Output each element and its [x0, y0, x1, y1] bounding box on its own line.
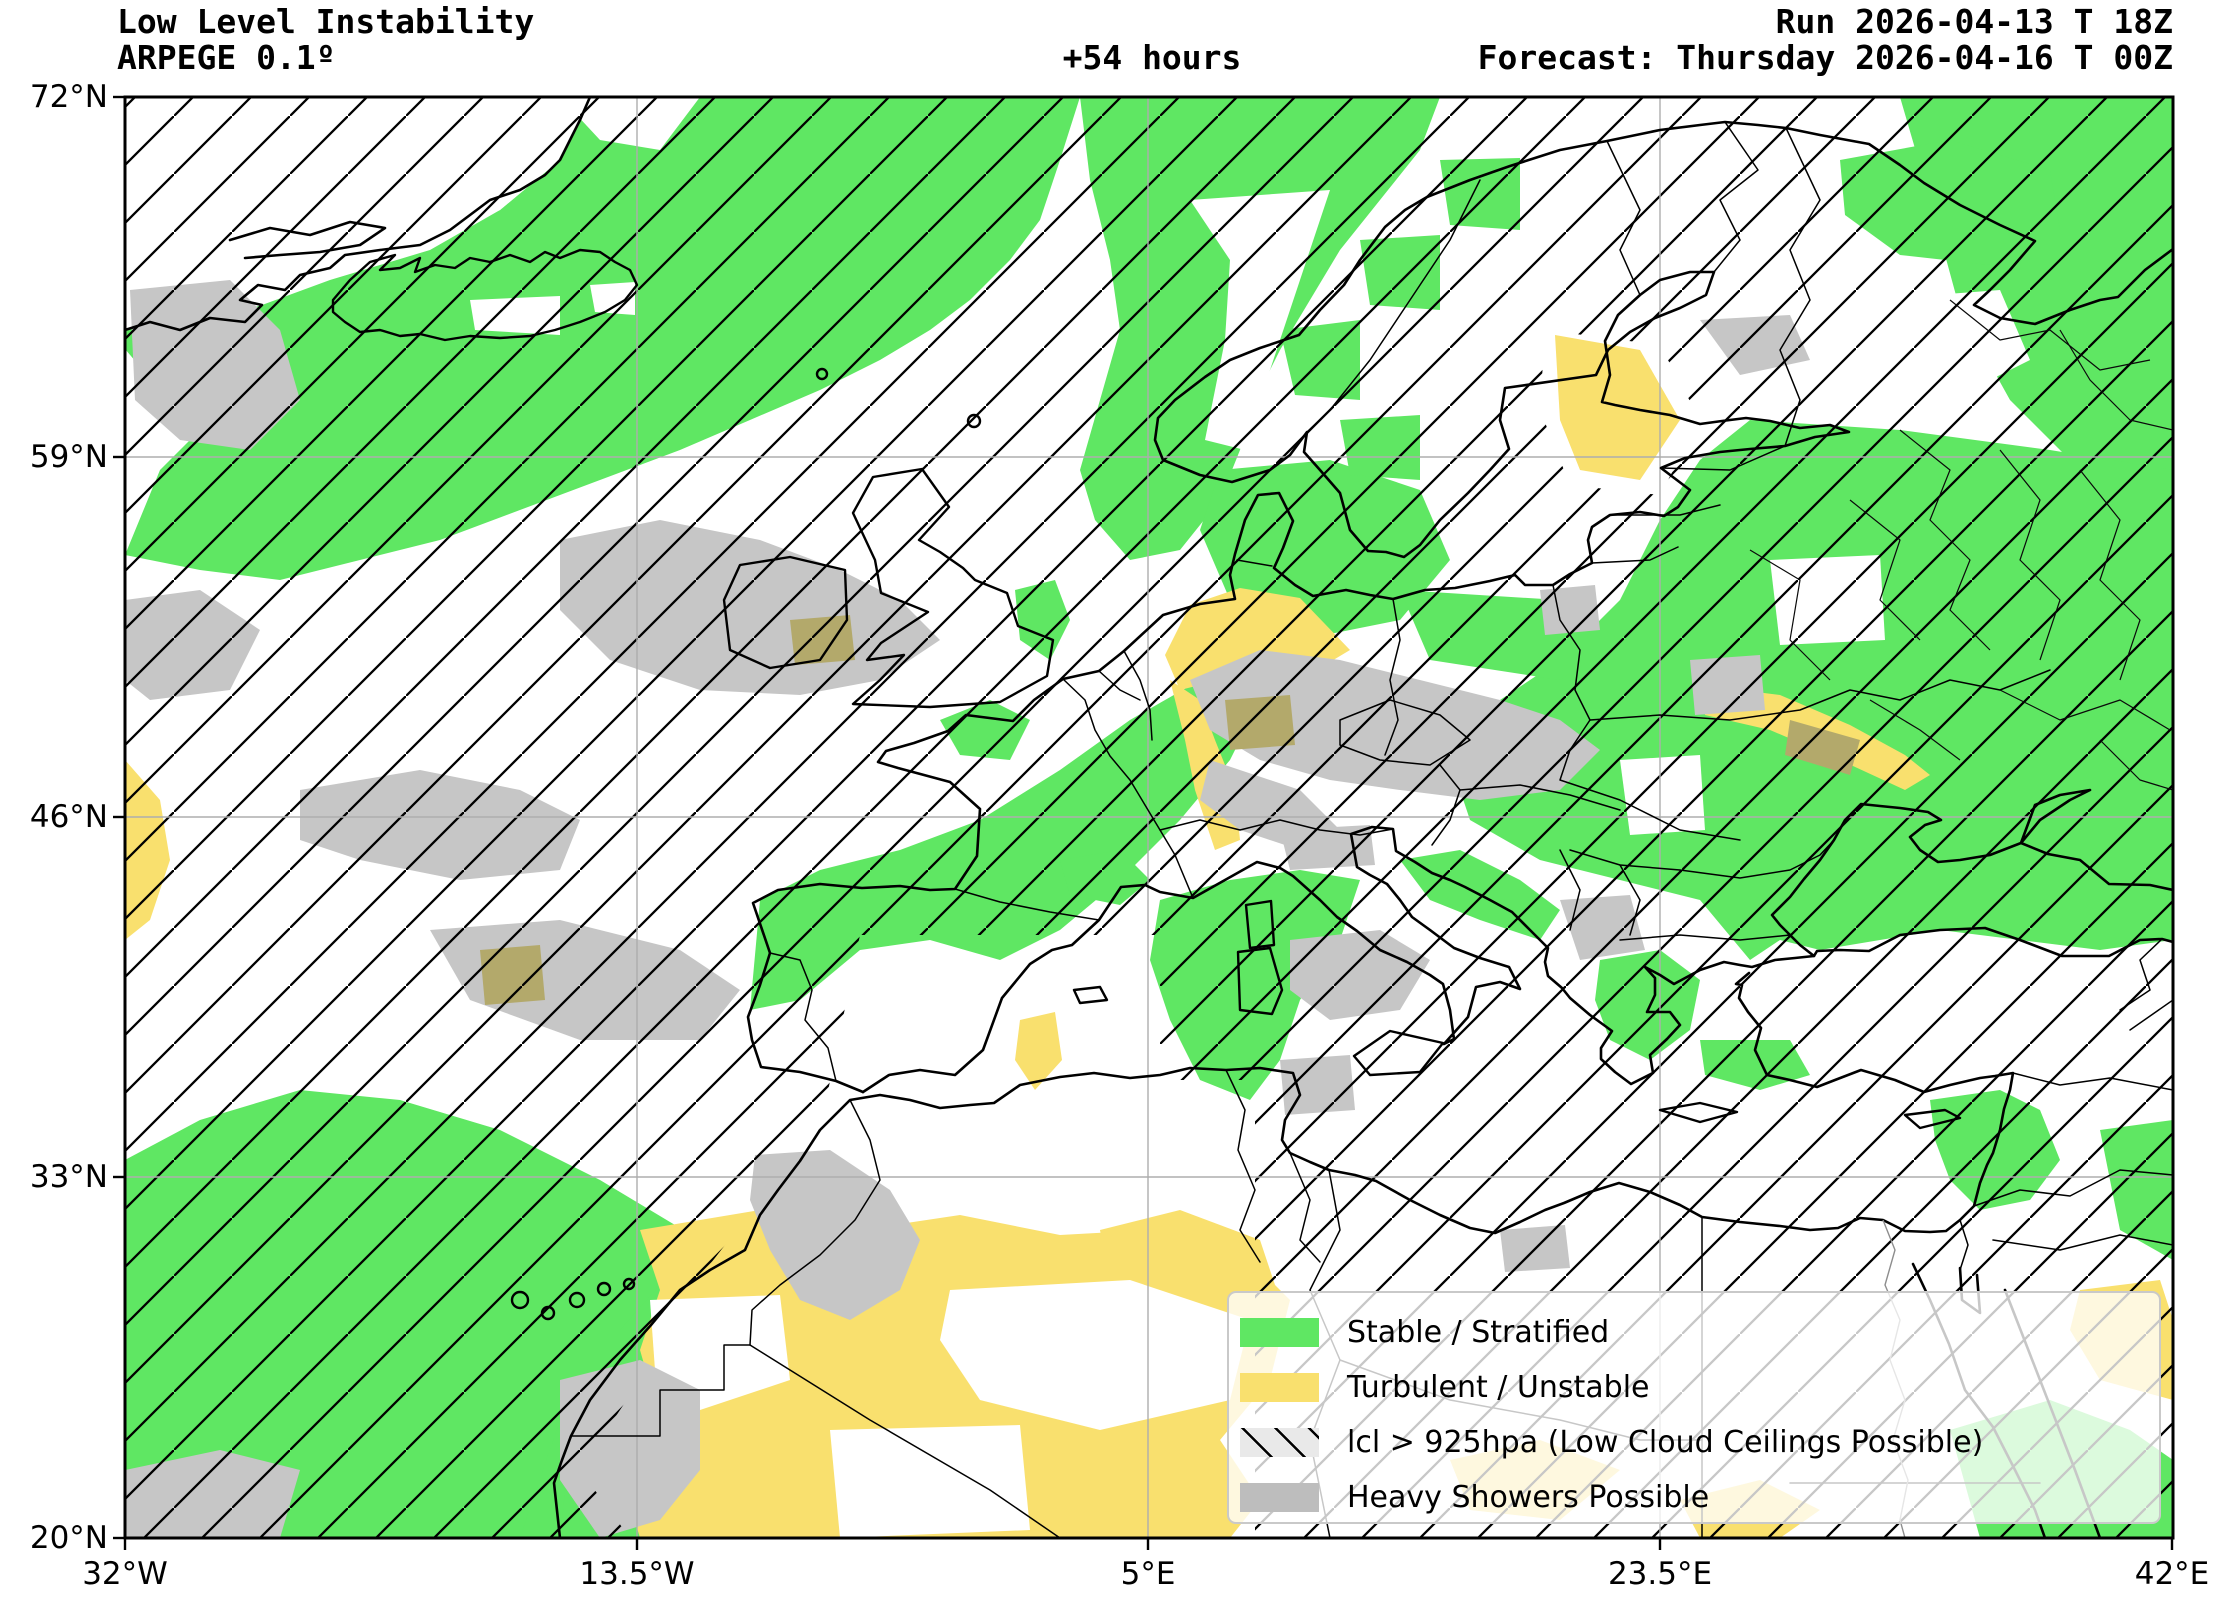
lat-tick-46n: 46°N: [29, 799, 108, 835]
coast-canary-2: [540, 1305, 556, 1321]
lat-tick-20n: 20°N: [29, 1520, 108, 1556]
coast-canary-5: [622, 1277, 636, 1291]
lon-tick-42e: 42°E: [2134, 1556, 2210, 1592]
legend-label-stable: Stable / Stratified: [1347, 1315, 1610, 1350]
coast-mediterranean-north: [861, 825, 2173, 1094]
axis-ticks: [113, 95, 2174, 1550]
coast-corsica: [1244, 899, 1276, 950]
coast-africa-levant: [552, 971, 2015, 1538]
coast-shetland: [966, 413, 982, 429]
coast-ireland: [722, 555, 849, 670]
legend-label-showers: Heavy Showers Possible: [1347, 1480, 1710, 1515]
lcl-hatch-swatch: [1240, 1428, 1319, 1457]
coast-greenland: [125, 97, 592, 332]
coast-sicily: [1352, 1029, 1445, 1077]
run-timestamp: Run 2026-04-13 T 18Z: [1775, 2, 2173, 41]
forecast-hours-label: +54 hours: [1062, 38, 1242, 77]
stable-swatch: [1240, 1318, 1319, 1347]
coast-greenland-fjords: [228, 220, 387, 260]
coast-black-sea-north: [1770, 788, 2173, 958]
legend-row-showers: Heavy Showers Possible: [1240, 1470, 2159, 1525]
legend-label-lcl: lcl > 925hpa (Low Cloud Ceilings Possibl…: [1347, 1425, 1984, 1460]
coast-sardinia: [1236, 946, 1284, 1016]
legend-row-turbulent: Turbulent / Unstable: [1240, 1360, 2159, 1415]
lat-tick-33n: 33°N: [29, 1159, 108, 1195]
coast-great-britain: [851, 467, 1055, 709]
legend-row-lcl: lcl > 925hpa (Low Cloud Ceilings Possibl…: [1240, 1415, 2159, 1470]
legend-label-turbulent: Turbulent / Unstable: [1347, 1370, 1650, 1405]
forecast-valid-timestamp: Forecast: Thursday 2026-04-16 T 00Z: [1477, 38, 2173, 77]
coast-crete: [1658, 1101, 1739, 1124]
coast-iceland: [331, 248, 639, 342]
coast-europe-west-north: [746, 120, 2173, 1094]
coast-faroe: [815, 367, 829, 381]
lon-tick-235e: 23.5°E: [1607, 1556, 1713, 1592]
map-legend: Stable / Stratified Turbulent / Unstable…: [1227, 1291, 2161, 1524]
model-subtitle: ARPEGE 0.1º: [117, 38, 336, 77]
turbulent-swatch: [1240, 1373, 1319, 1402]
coast-canary-4: [596, 1281, 612, 1297]
coast-cyprus: [1903, 1108, 1962, 1130]
lon-tick-5e: 5°E: [1120, 1556, 1176, 1592]
lat-tick-59n: 59°N: [29, 439, 108, 475]
legend-row-stable: Stable / Stratified: [1240, 1305, 2159, 1360]
coast-canary-3: [568, 1291, 586, 1309]
coast-canary-1: [510, 1290, 530, 1310]
page-title: Low Level Instability: [117, 2, 535, 41]
lon-tick-32w: 32°W: [82, 1556, 168, 1592]
lat-tick-72n: 72°N: [29, 79, 108, 115]
coast-mallorca: [1072, 985, 1109, 1005]
showers-swatch: [1240, 1483, 1319, 1512]
lon-tick-135w: 13.5°W: [579, 1556, 695, 1592]
